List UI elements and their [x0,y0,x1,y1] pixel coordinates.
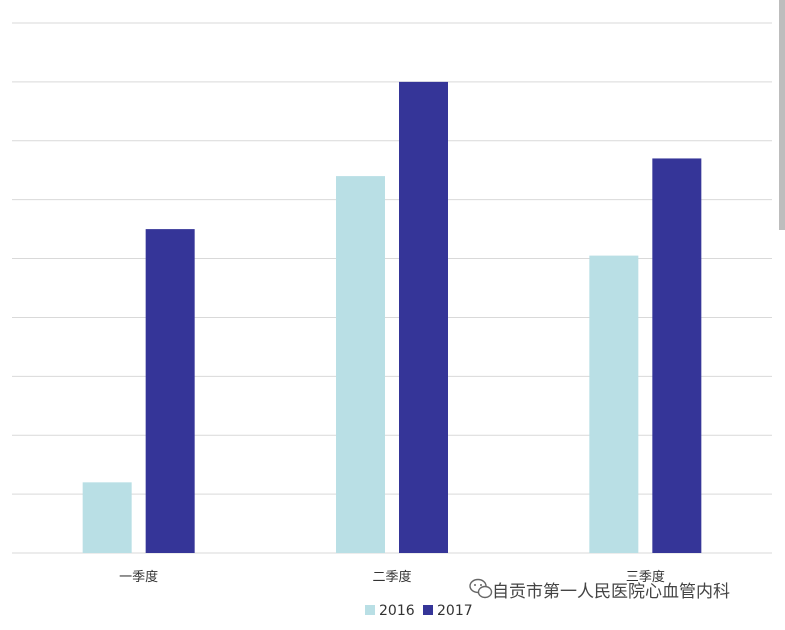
bar-2017-2 [399,81,448,553]
bar-2016-2 [336,176,385,553]
legend: 2016 2017 [365,603,473,619]
wechat-icon [469,578,493,599]
gridlines [12,22,772,554]
legend-swatch-2017 [423,605,433,615]
x-tick-label: 三季度 [626,569,665,585]
scrollbar-edge [779,0,785,230]
legend-label-2016: 2016 [379,603,415,619]
x-tick-label: 一季度 [119,569,158,585]
bar-2016-3 [589,255,639,553]
bar-2016-1 [82,482,132,553]
watermark: 自贡市第一人民医院心血管内科 [469,578,730,602]
watermark-text: 自贡市第一人民医院心血管内科 [492,582,730,602]
x-tick-labels: 一季度 二季度 三季度 [119,569,665,585]
x-tick-label: 二季度 [372,569,411,585]
bar-2017-1 [145,229,195,553]
legend-swatch-2016 [365,605,375,615]
bar-2017-3 [652,158,702,553]
bars [82,81,702,553]
legend-label-2017: 2017 [437,603,473,619]
